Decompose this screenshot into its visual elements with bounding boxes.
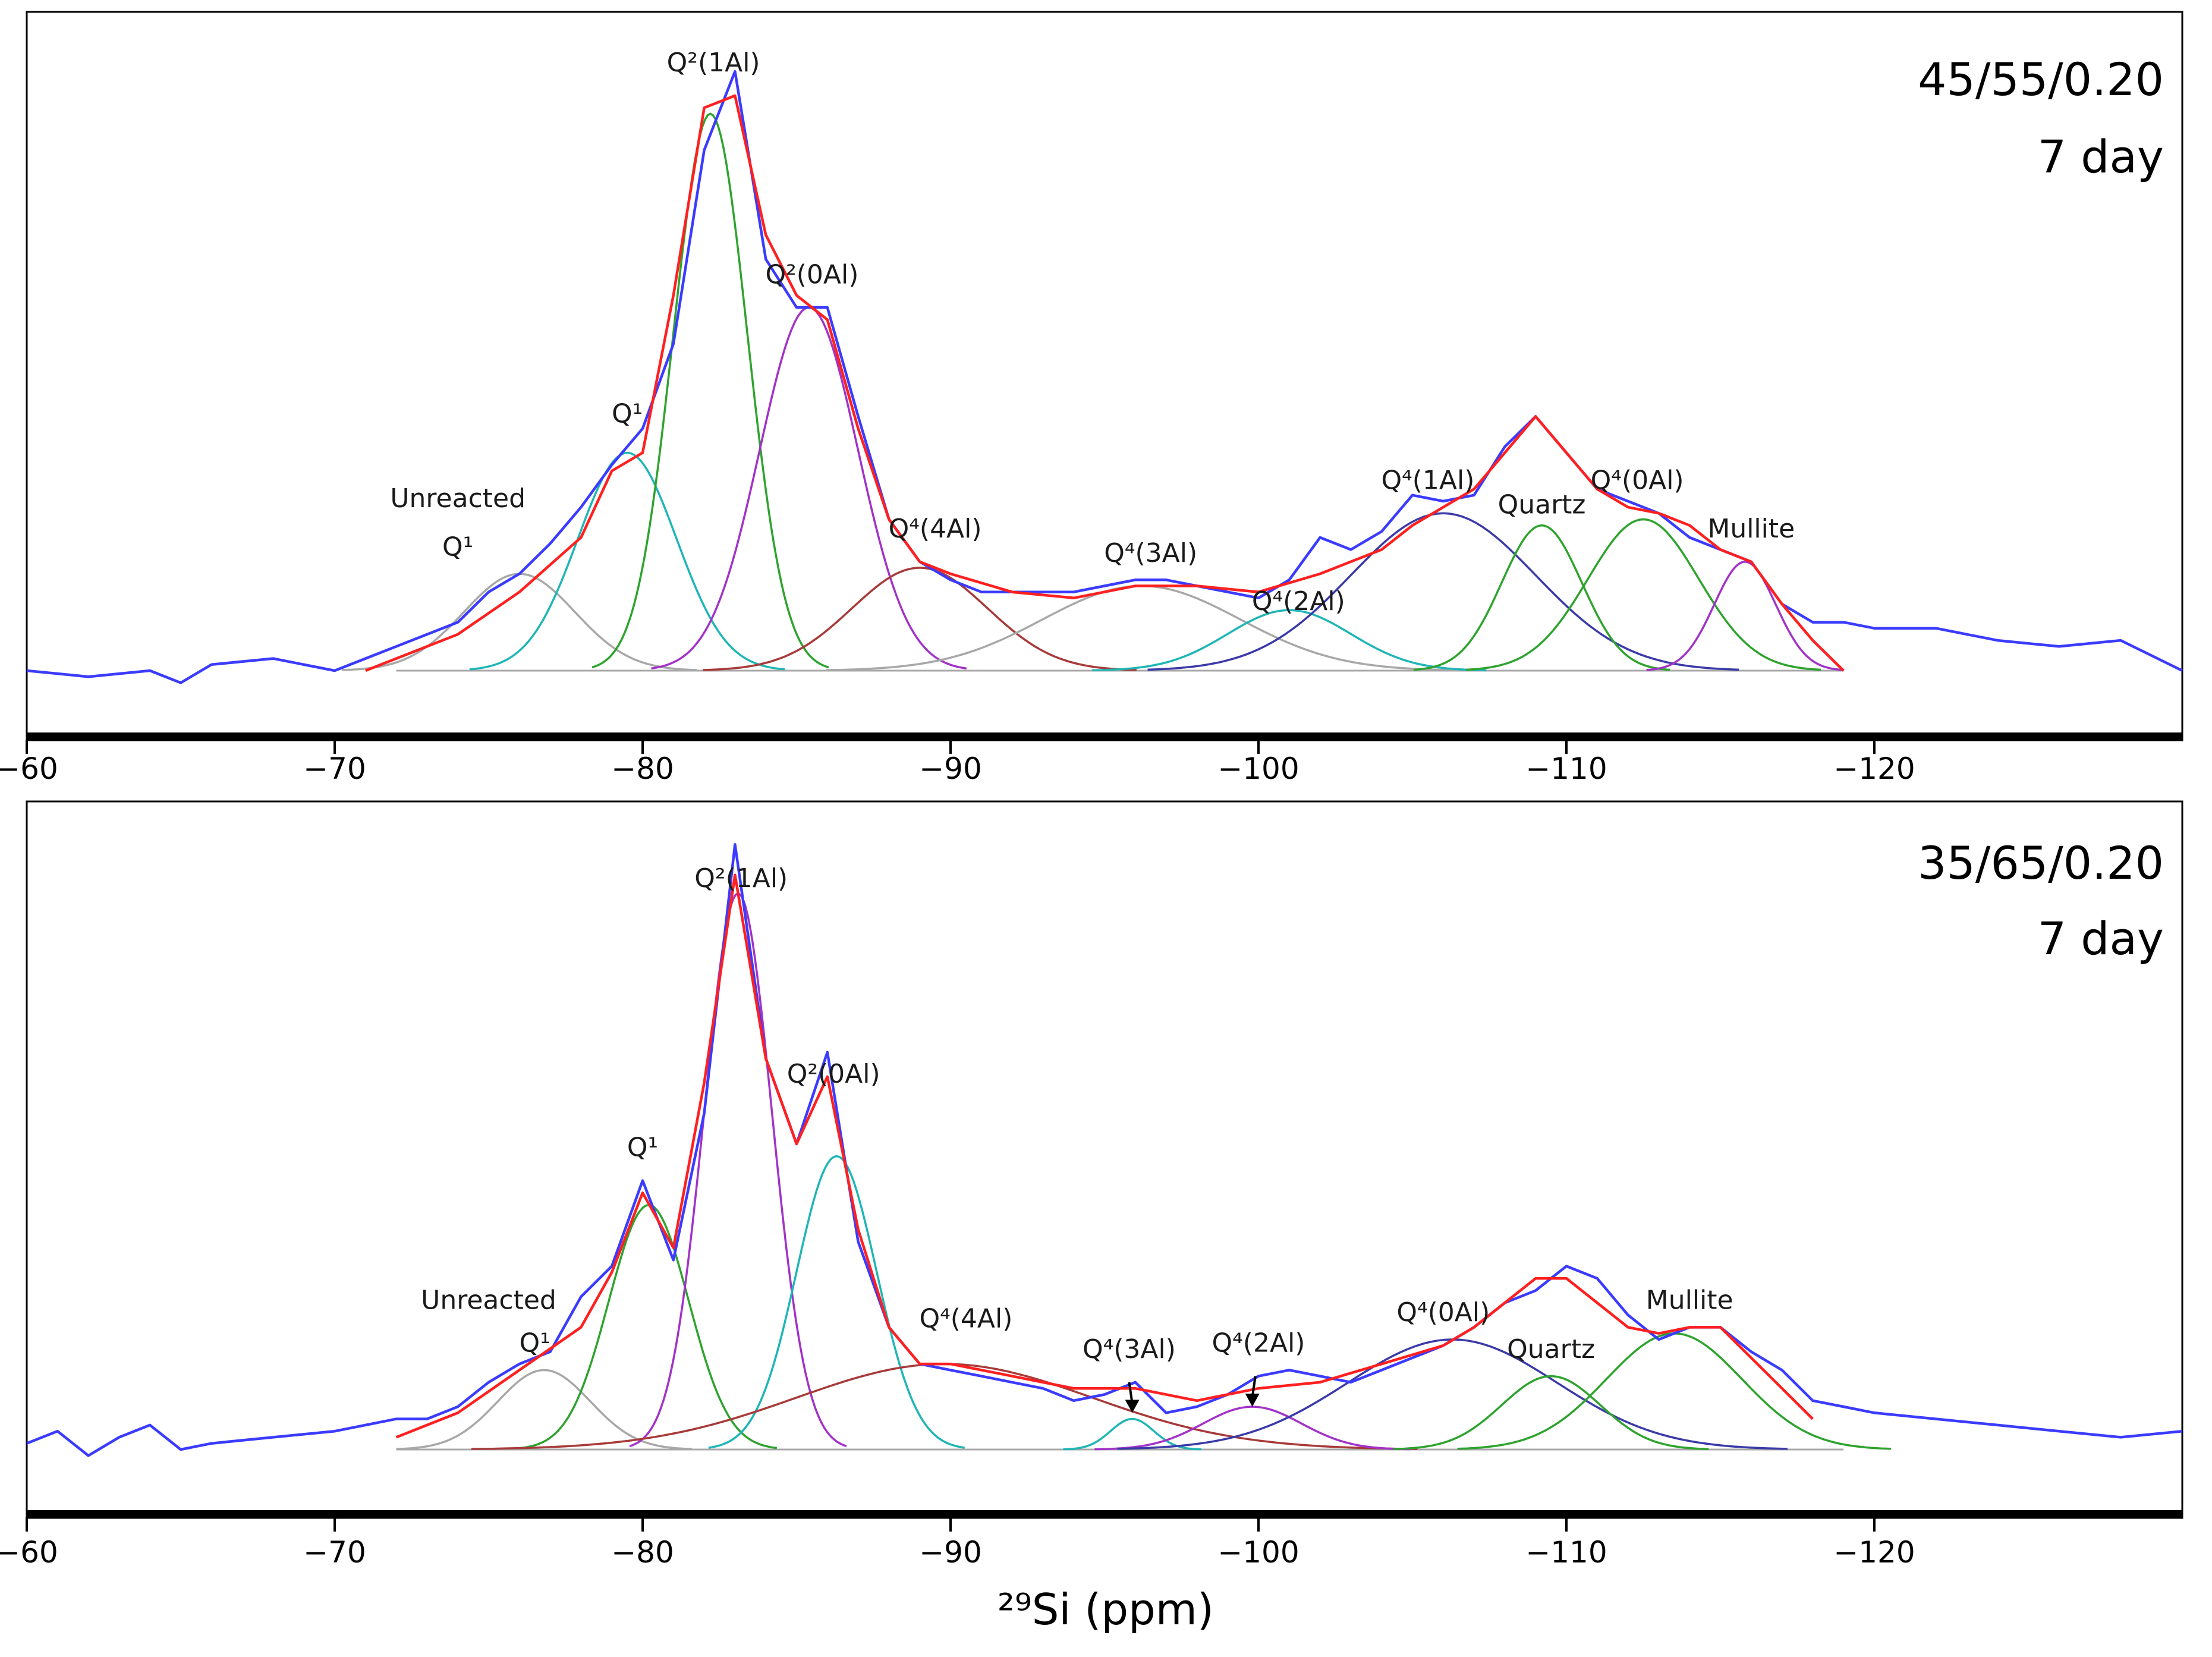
peak-arrow-head — [1245, 1394, 1260, 1407]
component-curves — [342, 112, 1844, 672]
component-curve-3 — [708, 1155, 965, 1449]
panel-frame — [26, 800, 2183, 1519]
peak-label: Mullite — [1707, 514, 1795, 544]
age-label: 7 day — [2038, 912, 2164, 965]
x-tick-label: −110 — [1525, 1535, 1607, 1570]
peak-label: Q¹ — [520, 1328, 550, 1359]
peak-label: Q¹ — [442, 532, 473, 562]
x-tick-label: −90 — [919, 752, 982, 786]
x-tick-label: −80 — [611, 752, 674, 786]
x-tick-label: −120 — [1833, 752, 1915, 786]
peak-label: Q⁴(4Al) — [889, 514, 982, 544]
peak-label: Q²(1Al) — [667, 48, 760, 78]
component-curve-10 — [1646, 561, 1844, 671]
peak-label: Q⁴(2Al) — [1212, 1328, 1305, 1359]
fit-sum-line — [364, 94, 1845, 672]
peak-label: Q⁴(2Al) — [1252, 586, 1345, 617]
peak-label: Q⁴(0Al) — [1396, 1297, 1490, 1328]
panel-35-65: −60 −70 −80 −90 −100 −110 −120 Unreacted Q¹ Q¹ Q²… — [0, 800, 2183, 1570]
component-curve-7 — [1147, 512, 1739, 671]
spectrum-lines — [26, 70, 2183, 684]
x-tick-label: −100 — [1217, 1535, 1299, 1570]
component-curve-2 — [591, 112, 829, 669]
sample-label: 45/55/0.20 — [1918, 53, 2164, 106]
component-curve-4 — [703, 567, 1137, 671]
peak-labels: Unreacted Q¹ Q¹ Q²(1Al) Q²(0Al) Q⁴(4Al) Q⁴(3Al… — [421, 863, 1733, 1364]
peak-label: Mullite — [1646, 1285, 1733, 1316]
spectrum-lines — [26, 843, 2183, 1457]
peak-label: Unreacted — [390, 483, 526, 514]
peak-labels: Unreacted Q¹ Q¹ Q²(1Al) Q²(0Al) Q⁴(4Al) Q⁴(3Al… — [390, 48, 1795, 617]
peak-label: Q²(0Al) — [765, 259, 858, 290]
peak-label: Quartz — [1498, 489, 1586, 520]
component-curve-0 — [396, 1369, 692, 1450]
x-tick-label: −80 — [611, 1535, 674, 1570]
component-curve-9 — [1465, 518, 1821, 671]
fit-sum-line — [395, 873, 1814, 1439]
peak-label: Q¹ — [627, 1133, 658, 1163]
x-tick-label: −60 — [0, 1535, 58, 1570]
component-curve-8 — [1393, 1375, 1709, 1451]
x-ticks: −60 −70 −80 −90 −100 −110 −120 — [0, 1517, 1915, 1570]
sample-label: 35/65/0.20 — [1918, 837, 2164, 889]
x-tick-label: −110 — [1525, 752, 1607, 786]
peak-label: Q⁴(3Al) — [1083, 1334, 1176, 1364]
x-tick-label: −70 — [303, 1535, 366, 1570]
peak-label: Q⁴(0Al) — [1591, 466, 1684, 496]
x-ticks: −60 −70 −80 −90 −100 −110 −120 — [0, 740, 1915, 786]
x-axis-title: ²⁹Si (ppm) — [998, 1584, 1214, 1634]
peak-label: Q¹ — [612, 399, 643, 429]
peak-label: Quartz — [1507, 1334, 1595, 1364]
peak-label: Q⁴(1Al) — [1381, 466, 1474, 496]
component-curve-1 — [469, 451, 785, 671]
peak-label: Q⁴(3Al) — [1104, 538, 1197, 568]
peak-label: Unreacted — [421, 1285, 556, 1316]
age-label: 7 day — [2038, 130, 2164, 183]
x-tick-label: −100 — [1217, 752, 1299, 786]
x-tick-label: −60 — [0, 752, 58, 786]
peak-arrows — [1125, 1376, 1260, 1413]
peak-label: Q²(0Al) — [787, 1059, 880, 1089]
panel-45-55: −60 −70 −80 −90 −100 −110 −120 Unreacted Q¹ Q¹ Q²… — [0, 11, 2183, 786]
component-curve-6 — [1092, 609, 1487, 672]
component-curve-8 — [1413, 524, 1670, 671]
x-tick-label: −70 — [303, 752, 366, 786]
component-curve-6 — [1094, 1406, 1410, 1451]
peak-arrow-head — [1125, 1400, 1140, 1413]
peak-label: Q⁴(4Al) — [919, 1303, 1012, 1334]
x-tick-label: −120 — [1833, 1535, 1915, 1570]
x-tick-label: −90 — [919, 1535, 982, 1570]
peak-label: Q²(1Al) — [694, 863, 788, 894]
panel-frame — [26, 11, 2183, 741]
